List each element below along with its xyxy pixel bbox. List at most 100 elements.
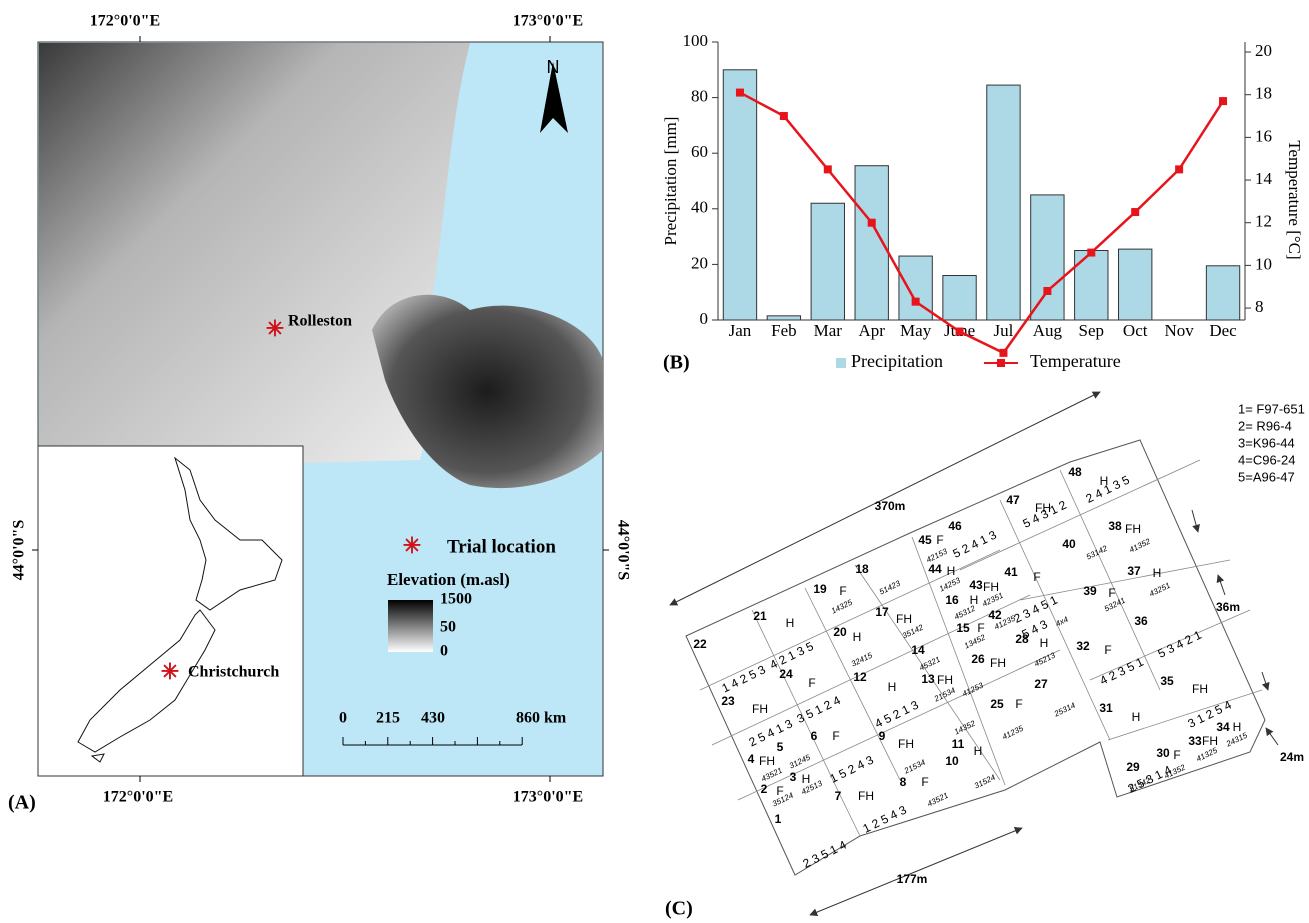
plot-number: 6 [811,729,818,743]
plot-number: 30 [1156,746,1170,760]
plot-treatment: F [839,584,846,598]
figure: 172°0'0"E173°0'0"E172°0'0"E173°0'0"E44°0… [0,0,1309,923]
dimension-arrow [1218,575,1225,595]
plot-number: 16 [945,593,959,607]
plot-number: 22 [693,637,707,651]
y-tick-label: 40 [691,198,708,217]
plot-number: 4 [748,752,755,766]
plot-number: 5 [777,740,784,754]
treatment-sequence-small: 14352 [953,718,977,736]
plot-number: 24 [779,667,793,681]
scale-label: 0 [339,710,347,727]
marker [736,89,744,97]
treatment-sequence-small: 21534 [902,757,927,776]
x-tick-label: Jul [994,321,1014,340]
place-label: Christchurch [188,664,279,681]
treatment-sequence: 5 3 4 2 1 [1156,628,1204,661]
treatment-sequence-small: 53142 [1085,543,1109,561]
plot-number: 18 [855,562,869,576]
treatment-sequence: 4 2 3 5 1 [1098,655,1146,688]
plot-number: 21 [753,609,767,623]
plot-number: 46 [948,519,962,533]
legend-swatch [836,358,846,368]
bar [987,85,1020,320]
lat-label: 44°0'0"S [11,520,28,581]
dimension-label: 36m [1216,600,1240,614]
plot-treatment: F [832,729,839,743]
treatment-sequence-small: 43251 [1148,581,1172,599]
elevation-label: 0 [440,643,448,660]
y2-tick-label: 10 [1255,254,1272,273]
panel-label: (A) [8,792,36,814]
marker [1219,97,1227,105]
y-tick-label: 80 [691,87,708,106]
plot-number: 29 [1126,760,1140,774]
plot-treatment: H [947,564,956,578]
chart-panel: 0204060801008101214161820Precipitation [… [661,31,1304,374]
plot-number: 41 [1004,565,1018,579]
y2-axis-title: Temperature [°C] [1285,140,1304,259]
treatment-sequence-small: 41253 [961,680,985,698]
plot-number: 26 [971,652,985,666]
plot-number: 48 [1068,465,1082,479]
dimension-label: 177m [897,872,928,886]
bar [1206,266,1239,320]
lon-label: 172°0'0"E [103,789,173,806]
plot-number: 35 [1160,674,1174,688]
y2-tick-label: 16 [1255,126,1272,145]
scale-label: 860 km [516,710,567,727]
treatment-sequence-small: 43521 [760,766,784,784]
plot-number: 20 [833,625,847,639]
y-tick-label: 60 [691,142,708,161]
plot-number: 23 [721,694,735,708]
y-axis-title: Precipitation [mm] [661,117,680,246]
bar [943,276,976,320]
x-tick-label: Aug [1033,321,1063,340]
marker [780,112,788,120]
treatment-sequence-small: 14325 [830,597,854,615]
y2-tick-label: 12 [1255,212,1272,231]
plot-number: 34 [1216,720,1230,734]
plot-number: 45 [918,533,932,547]
plot-number: 38 [1108,519,1122,533]
key-entry: 2= R96-4 [1238,418,1292,433]
bar [1075,251,1108,321]
plot-number: 9 [879,729,886,743]
plot-number: 1 [775,812,782,826]
treatment-sequence-small: 21534 [932,685,957,704]
location-marker: ✳ [161,659,179,684]
marker [912,298,920,306]
plot-treatment: F [936,533,943,547]
plot-number: 10 [945,754,959,768]
plot-treatment: FH [752,702,768,716]
plot-treatment: FH [858,789,874,803]
panel-label: (C) [665,898,693,920]
plot-number: 44 [928,562,942,576]
scale-label: 215 [376,710,400,727]
plot-treatment: F [1104,643,1111,657]
treatment-sequence-small: 13452 [963,632,987,650]
marker [1043,287,1051,295]
treatment-sequence: 2 3 5 1 4 [801,838,849,871]
plot-number: 3 [790,770,797,784]
plot-treatment: F [1173,748,1180,762]
plot-number: 7 [835,789,842,803]
treatment-sequence-small: 31245 [788,752,812,770]
plot-number: 40 [1062,537,1076,551]
lon-label: 173°0'0"E [513,13,583,30]
treatment-sequence-small: 41325 [1195,745,1219,763]
lon-label: 173°0'0"E [513,789,583,806]
lat-label: 44°0'0"S [614,520,631,581]
treatment-sequence: 1 5 2 4 3 [828,753,876,786]
plot-treatment: H [888,680,897,694]
y-tick-label: 20 [691,253,708,272]
key-entry: 4=C96-24 [1238,452,1295,467]
marker [1087,249,1095,257]
treatment-sequence: 1 4 2 5 3 4 2 1 3 5 [720,639,816,696]
plot-treatment: F [921,775,928,789]
panel-label: (B) [663,352,690,374]
plot-treatment: H [853,630,862,644]
north-label: N [547,57,560,77]
plot-number: 33 [1188,734,1202,748]
